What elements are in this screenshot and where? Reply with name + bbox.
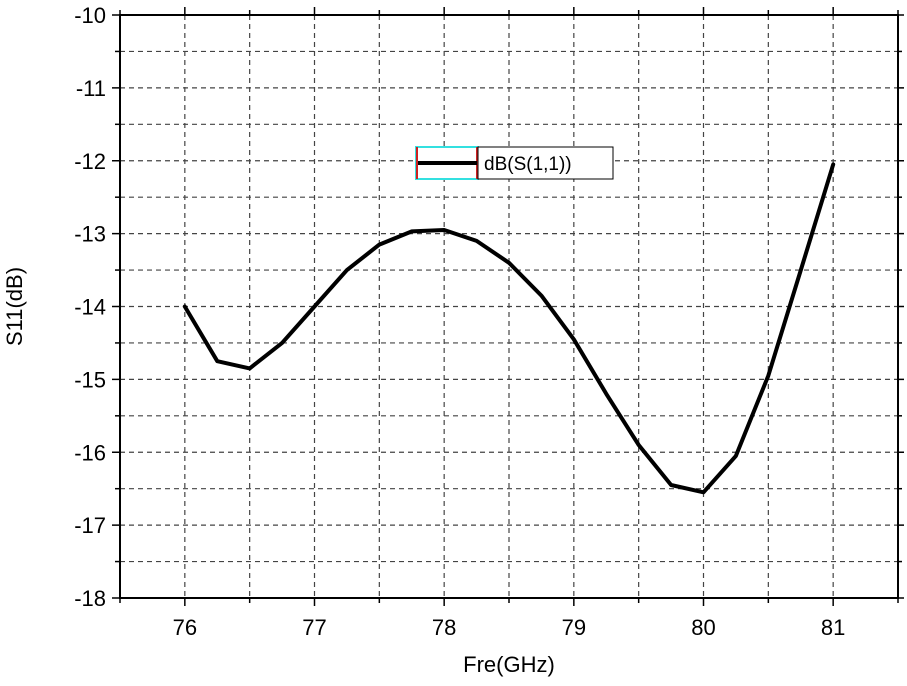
y-tick-label: -12	[74, 149, 106, 174]
legend: dB(S(1,1))	[415, 146, 614, 180]
x-tick-label: 78	[432, 615, 456, 640]
y-tick-label: -11	[76, 76, 106, 101]
x-axis-title: Fre(GHz)	[463, 652, 555, 677]
plot-frame	[119, 14, 899, 599]
x-tick-label: 81	[821, 615, 845, 640]
series-line-s11	[182, 162, 836, 495]
y-tick-label: -14	[74, 295, 106, 320]
tick-labels: 76 77 78 79 80 81 -18 -17 -16 -15 -14 -13 -12 -11 -10	[74, 3, 845, 640]
x-tick-label: 80	[691, 615, 715, 640]
x-tick-label: 77	[302, 615, 326, 640]
y-tick-label: -15	[74, 367, 106, 392]
y-tick-label: -17	[74, 513, 106, 538]
y-tick-label: -18	[74, 586, 106, 611]
legend-label: dB(S(1,1))	[484, 154, 572, 175]
x-tick-label: 79	[562, 615, 586, 640]
legend-label-box	[477, 146, 614, 180]
y-tick-label: -13	[74, 222, 106, 247]
y-tick-label: -16	[74, 440, 106, 465]
y-axis-title: S11(dB)	[2, 267, 27, 346]
x-tick-label: 76	[173, 615, 197, 640]
y-tick-label: -10	[74, 3, 106, 28]
series-group	[182, 162, 836, 495]
